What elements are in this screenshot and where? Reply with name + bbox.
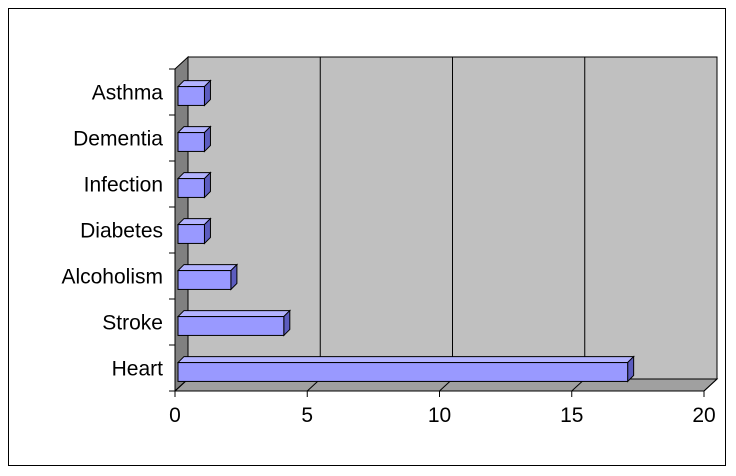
bar-face (177, 86, 205, 106)
bar-face (177, 132, 205, 152)
floor-gridline (703, 378, 718, 392)
bar (176, 355, 635, 383)
category-label: Heart (112, 358, 164, 381)
x-tick-label: 10 (428, 404, 451, 427)
bar-top (176, 356, 635, 364)
plot-background (173, 55, 719, 393)
x-tick-label: 5 (301, 404, 313, 427)
category-label: Dementia (73, 128, 163, 151)
bar-face (177, 224, 205, 244)
x-tick-label: 15 (560, 404, 583, 427)
x-tick-label: 20 (692, 404, 715, 427)
category-label: Diabetes (80, 220, 163, 243)
category-label: Infection (84, 174, 163, 197)
category-label: Asthma (92, 82, 164, 105)
bar (176, 125, 212, 153)
category-labels: Heart Stroke Alcoholism Diabetes Infection De… (61, 82, 163, 381)
value-tick-labels: 0 5 10 15 20 (169, 404, 716, 427)
bar (176, 263, 239, 291)
category-label: Stroke (102, 312, 163, 335)
bar (176, 79, 212, 107)
bar (176, 217, 212, 245)
bar-top (176, 264, 239, 272)
bar-face (177, 362, 629, 382)
category-label: Alcoholism (61, 266, 163, 289)
bars (176, 79, 635, 383)
gridlines (169, 57, 718, 397)
bar (176, 309, 292, 337)
x-tick-label: 0 (169, 404, 181, 427)
bar-top (176, 310, 292, 318)
bar-face (177, 178, 205, 198)
bar-face (177, 316, 285, 336)
bar-face (177, 270, 232, 290)
bar (176, 171, 212, 199)
